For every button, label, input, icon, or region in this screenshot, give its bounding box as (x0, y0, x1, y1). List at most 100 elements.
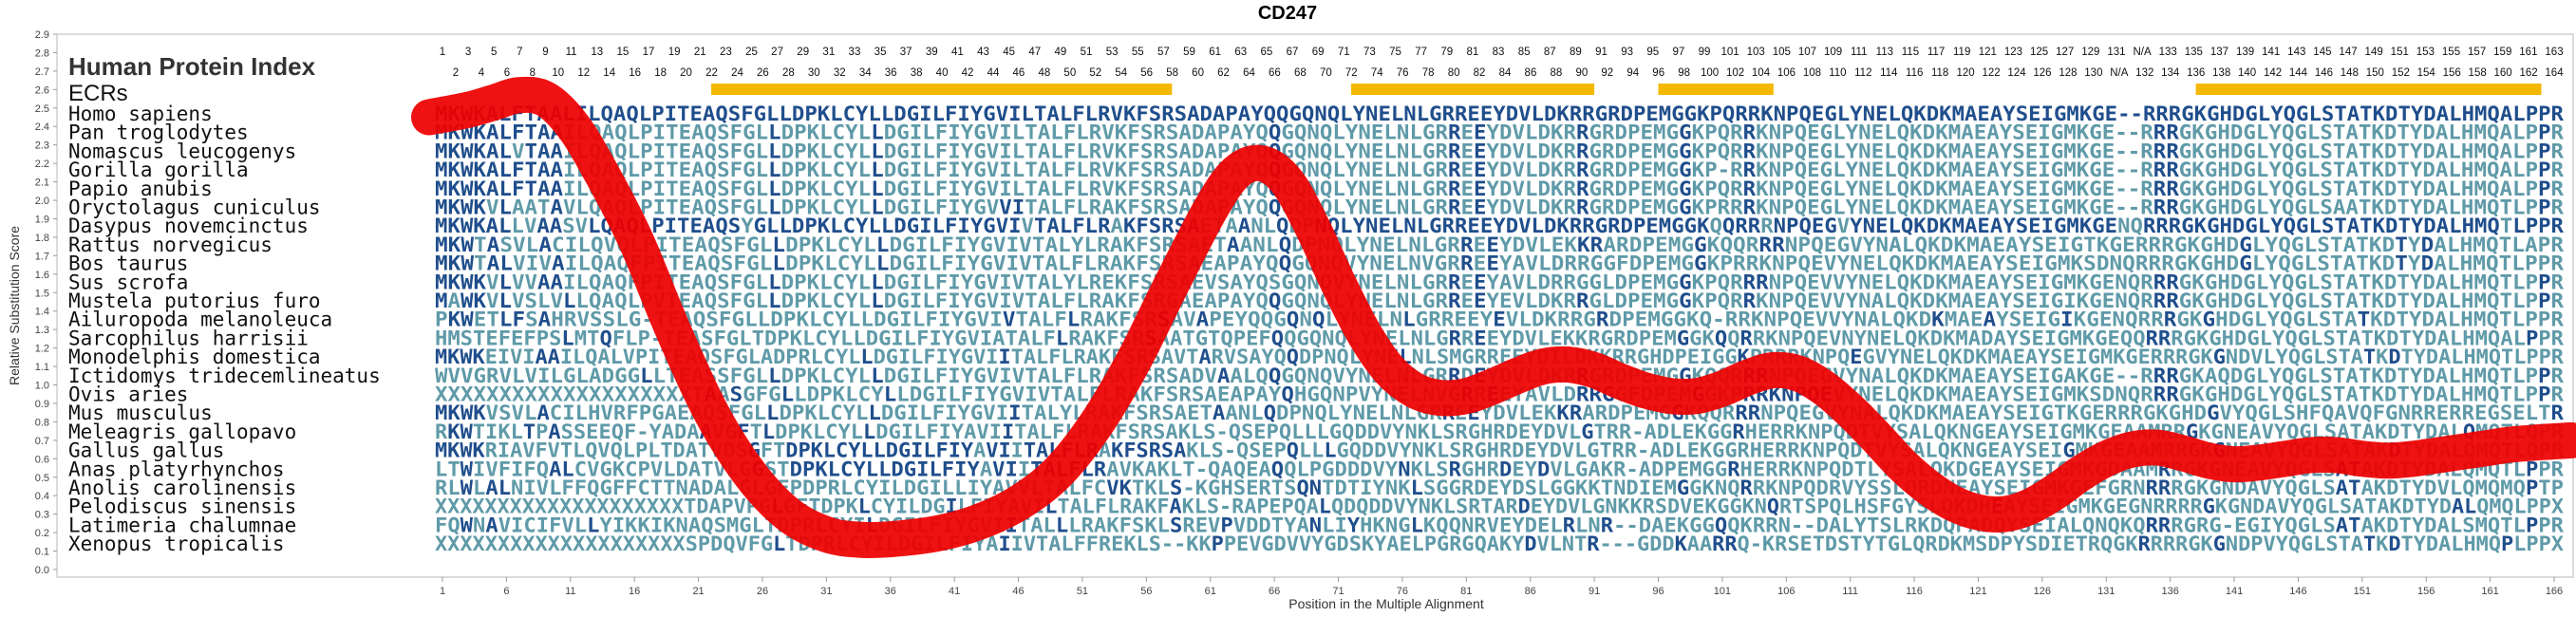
top-position-number: 111 (1851, 47, 1867, 58)
top-position-number: 143 (2287, 47, 2305, 58)
species-label: Gorilla gorilla (68, 159, 249, 181)
top-position-number: 116 (1906, 67, 1923, 79)
y-tick-label: 2.6 (35, 84, 49, 96)
top-position-number: 154 (2417, 67, 2436, 79)
top-position-number: 70 (1320, 67, 1332, 79)
x-tick-label: 131 (2097, 586, 2115, 597)
species-label: Homo sapiens (68, 103, 213, 125)
x-tick-label: 96 (1652, 586, 1664, 597)
sequence-row: MKWTALVIVAILQAQFPITEAQSFGLLDPKLCYLLDGILF… (435, 252, 2564, 275)
top-position-number: 78 (1422, 67, 1435, 79)
x-tick-label: 21 (692, 586, 704, 597)
top-position-number: 93 (1621, 47, 1633, 58)
top-position-number: 53 (1106, 47, 1119, 58)
top-position-number: 63 (1234, 47, 1247, 58)
y-tick-label: 1.7 (35, 251, 49, 262)
top-position-number: 19 (668, 47, 681, 58)
species-label: Xenopus tropicalis (68, 533, 285, 555)
top-position-number: 129 (2081, 47, 2099, 58)
x-tick-label: 146 (2289, 586, 2306, 597)
top-position-number: 152 (2392, 67, 2410, 79)
y-tick-label: 2.2 (35, 159, 49, 170)
sequence-row: XXXXXXXXXXXXXXXXXXXXTDAPVPGLGFTDPKLCYILD… (435, 495, 2564, 518)
x-tick-label: 166 (2546, 586, 2563, 597)
top-position-number: 4 (479, 67, 485, 79)
top-position-number: 106 (1777, 67, 1796, 79)
top-position-number: 31 (822, 47, 835, 58)
top-position-number: 95 (1646, 47, 1659, 58)
species-label: Ailuropoda melanoleuca (68, 308, 332, 331)
top-position-number: 140 (2238, 67, 2256, 79)
y-tick-label: 1.8 (35, 233, 49, 244)
x-tick-label: 161 (2481, 586, 2498, 597)
x-tick-label: 46 (1012, 586, 1024, 597)
top-position-number: 163 (2545, 47, 2563, 58)
y-tick-label: 1.9 (35, 214, 49, 225)
top-position-number: 48 (1038, 67, 1050, 79)
y-axis-label: Relative Substitution Score (7, 226, 22, 385)
ecr-bar (711, 84, 1173, 95)
top-position-number: 76 (1397, 67, 1409, 79)
top-position-number: 102 (1726, 67, 1744, 79)
top-position-number: 85 (1518, 47, 1531, 58)
y-tick-label: 0.3 (35, 510, 49, 521)
x-tick-label: 76 (1397, 586, 1408, 597)
top-position-number: 41 (951, 47, 964, 58)
top-position-number: 65 (1261, 47, 1273, 58)
top-position-number: 160 (2494, 67, 2512, 79)
top-position-number: 109 (1824, 47, 1842, 58)
top-position-number: 107 (1798, 47, 1816, 58)
top-position-number: 98 (1678, 67, 1690, 79)
top-position-number: 122 (1982, 67, 2000, 79)
top-position-number: 151 (2391, 47, 2409, 58)
top-position-number: 137 (2210, 47, 2228, 58)
chart-title: CD247 (1258, 3, 1317, 24)
top-position-number: 13 (591, 47, 603, 58)
top-position-number: 155 (2442, 47, 2460, 58)
top-position-number: 27 (771, 47, 783, 58)
x-tick-label: 121 (1969, 586, 1986, 597)
top-position-number: 47 (1028, 47, 1041, 58)
y-tick-label: 2.4 (35, 122, 49, 133)
species-label: Monodelphis domestica (68, 346, 321, 368)
y-tick-label: 0.2 (35, 528, 49, 539)
y-tick-label: 0.8 (35, 417, 49, 428)
top-position-number: 90 (1575, 67, 1588, 79)
x-tick-label: 91 (1589, 586, 1600, 597)
sequence-row: MKWKVSVLACILHVRFPGAEAQSFGLLDPKLCYLLDGILF… (435, 402, 2564, 424)
top-position-number: 105 (1773, 47, 1791, 58)
top-position-number: 6 (504, 67, 510, 79)
y-tick-label: 0.9 (35, 399, 49, 410)
y-tick-label: 2.9 (35, 29, 49, 41)
top-position-number: 146 (2315, 67, 2333, 79)
top-position-number: 39 (926, 47, 938, 58)
species-label: Dasypus novemcinctus (68, 215, 309, 237)
top-position-number: 121 (1979, 47, 1997, 58)
top-position-number: 128 (2059, 67, 2077, 79)
y-tick-label: 1.5 (35, 288, 49, 299)
top-position-number: 40 (936, 67, 949, 79)
top-position-number: 59 (1183, 47, 1195, 58)
top-position-number: 36 (885, 67, 897, 79)
top-position-number: 9 (542, 47, 548, 58)
top-position-number: 12 (577, 67, 590, 79)
top-position-number: 62 (1217, 67, 1230, 79)
top-position-number: 110 (1829, 67, 1846, 79)
sequence-row: PKWETLFSAHRVSSLG-TEAQSFGLLDPKLCYLLDGILFI… (435, 308, 2564, 331)
top-position-number: 23 (720, 47, 732, 58)
top-position-number: 38 (911, 67, 923, 79)
y-tick-label: 0.4 (35, 491, 49, 502)
x-tick-label: 26 (757, 586, 768, 597)
y-tick-label: 2.1 (35, 178, 49, 189)
top-position-number: 7 (517, 47, 522, 58)
species-label: Anas platyrhynchos (68, 458, 285, 480)
top-position-number: 46 (1013, 67, 1025, 79)
top-position-number: 86 (1525, 67, 1537, 79)
substitution-score-line (411, 76, 2576, 559)
top-position-number: 14 (603, 67, 615, 79)
x-tick-label: 116 (1906, 586, 1923, 597)
top-position-number: 43 (977, 47, 989, 58)
top-position-number: 118 (1931, 67, 1948, 79)
